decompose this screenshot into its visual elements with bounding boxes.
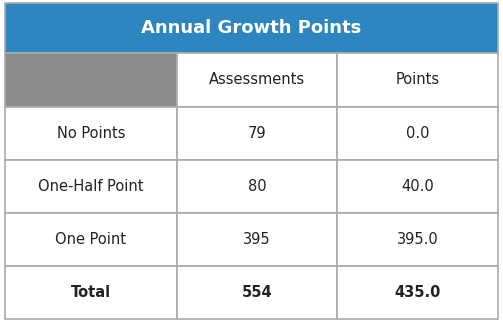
Text: 395.0: 395.0	[397, 232, 439, 247]
Text: 79: 79	[247, 126, 266, 141]
Bar	[5, 213, 177, 266]
Bar	[5, 52, 177, 107]
Bar	[337, 160, 498, 213]
Text: Annual Growth Points: Annual Growth Points	[141, 19, 362, 37]
Bar	[5, 266, 177, 319]
Text: 435.0: 435.0	[394, 285, 441, 300]
Bar	[337, 266, 498, 319]
Bar	[177, 107, 337, 160]
Bar	[177, 52, 337, 107]
Text: One-Half Point: One-Half Point	[38, 179, 143, 194]
Bar	[177, 266, 337, 319]
Bar	[337, 213, 498, 266]
Bar	[5, 3, 498, 52]
Text: No Points: No Points	[56, 126, 125, 141]
Text: 40.0: 40.0	[401, 179, 434, 194]
Bar	[177, 160, 337, 213]
Bar	[5, 160, 177, 213]
Bar	[177, 213, 337, 266]
Text: 554: 554	[241, 285, 272, 300]
Bar	[337, 52, 498, 107]
Text: Total: Total	[71, 285, 111, 300]
Text: 395: 395	[243, 232, 271, 247]
Text: Assessments: Assessments	[209, 72, 305, 87]
Text: 0.0: 0.0	[406, 126, 430, 141]
Text: Points: Points	[395, 72, 440, 87]
Bar	[5, 107, 177, 160]
Text: One Point: One Point	[55, 232, 126, 247]
Text: 80: 80	[247, 179, 266, 194]
Bar	[337, 107, 498, 160]
